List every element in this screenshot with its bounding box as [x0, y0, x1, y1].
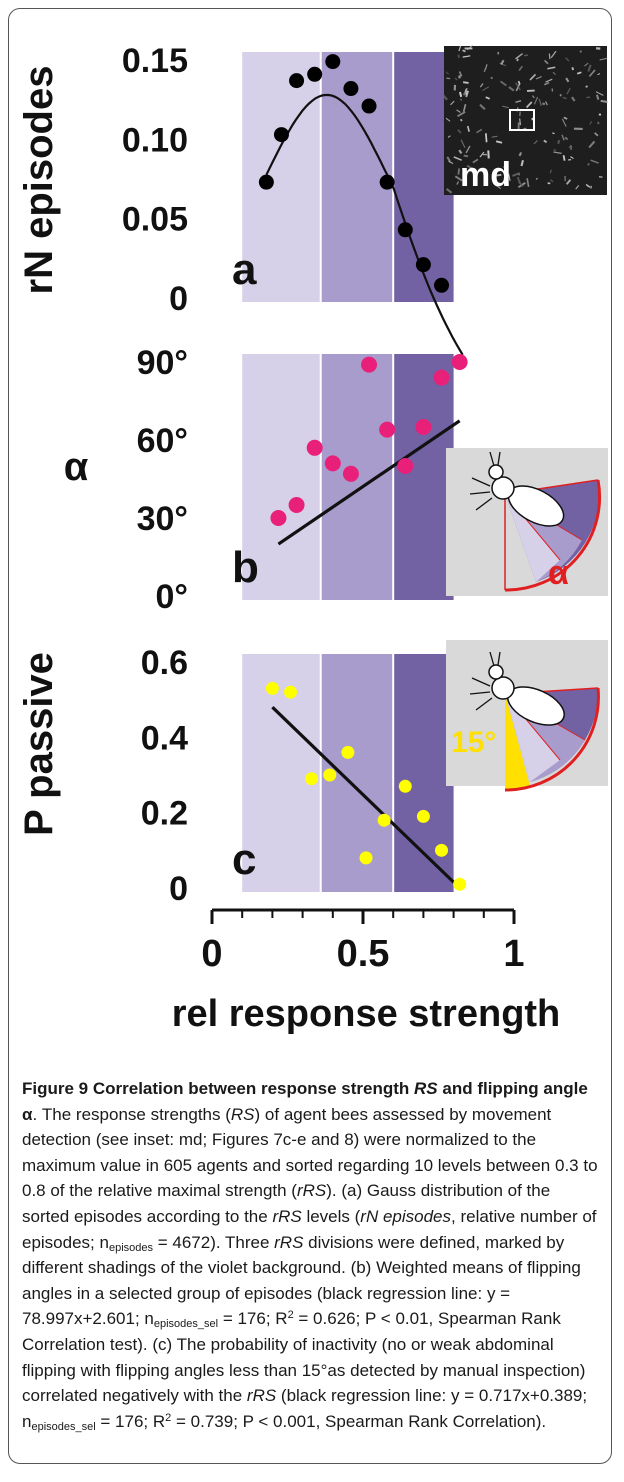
- y-tick-label: 0°: [155, 578, 188, 616]
- data-point: [306, 439, 323, 456]
- inset-angle-label: 15°: [451, 726, 496, 759]
- md-roi-box: [509, 109, 535, 131]
- regression-line: [277, 419, 461, 546]
- inset-bee-15: 15°: [446, 640, 608, 792]
- data-point: [397, 222, 413, 238]
- data-point: [270, 510, 287, 526]
- y-tick-label: 30°: [137, 500, 188, 538]
- fit-curve: [265, 93, 464, 356]
- y-axis-label: rN episodes: [17, 66, 61, 295]
- y-axis-label: α: [64, 445, 89, 489]
- band-1: [242, 654, 321, 892]
- panel-a: 0 0.05 0.10 0.15 rN episodes a: [17, 42, 464, 356]
- data-point: [288, 497, 305, 513]
- y-tick-label: 0.05: [122, 201, 188, 239]
- inset-bee-alpha: α: [446, 448, 608, 596]
- x-axis-label: rel response strength: [172, 993, 561, 1035]
- data-point: [341, 745, 355, 759]
- data-point: [305, 772, 319, 786]
- x-tick-label: 1: [503, 933, 524, 975]
- data-point: [415, 257, 431, 273]
- caption-label: Figure 9: [22, 1079, 89, 1098]
- caption-title-rs: RS: [414, 1079, 438, 1098]
- data-point: [359, 851, 373, 865]
- inset-alpha-label: α: [548, 554, 569, 592]
- y-tick-label: 0.10: [122, 121, 188, 159]
- y-tick-label: 0: [169, 870, 188, 908]
- data-point: [451, 354, 468, 370]
- data-point: [284, 685, 298, 699]
- band-3: [393, 654, 454, 892]
- alpha-sector-light: [505, 494, 560, 582]
- data-point: [361, 98, 377, 114]
- x-axis: 0 0.5 1 rel response strength: [172, 908, 561, 1035]
- data-point: [325, 54, 341, 70]
- regression-line: [271, 706, 461, 890]
- inset-md-label: md: [460, 156, 511, 194]
- data-point: [265, 681, 279, 695]
- y-tick-label: 90°: [137, 344, 188, 382]
- data-point: [398, 779, 412, 793]
- data-point: [435, 843, 449, 857]
- data-point: [453, 877, 467, 891]
- alpha-arc: [504, 479, 602, 592]
- x-tick-label: 0: [201, 933, 222, 975]
- y-tick-label: 60°: [137, 422, 188, 460]
- bee-head: [488, 464, 504, 480]
- y-tick-label: 0.4: [141, 719, 188, 757]
- data-point: [415, 419, 432, 435]
- y-tick-label: 0: [169, 280, 188, 318]
- x-tick-label: 0.5: [337, 933, 390, 975]
- data-point: [343, 81, 359, 97]
- data-point: [379, 421, 396, 438]
- data-point: [324, 455, 341, 472]
- caption-title-2: and flipping angle α: [22, 1079, 588, 1124]
- data-point: [397, 458, 414, 474]
- data-point: [258, 174, 274, 190]
- panel-b: 0° 30° 60° 90° α b: [64, 344, 468, 616]
- bee-thorax: [491, 476, 515, 500]
- band-1: [242, 354, 321, 600]
- data-point: [433, 369, 450, 386]
- panel-letter: a: [232, 245, 257, 294]
- data-point: [342, 465, 359, 482]
- band-3: [393, 354, 454, 600]
- panel-letter: b: [232, 543, 259, 592]
- panel-c: 0 0.2 0.4 0.6 P passive c: [17, 644, 467, 908]
- data-point: [379, 174, 395, 190]
- band-2: [320, 52, 394, 302]
- data-point: [377, 813, 391, 827]
- md-speckle: [442, 44, 608, 194]
- panel-letter: c: [232, 835, 256, 884]
- y-tick-label: 0.15: [122, 42, 188, 80]
- figure-caption: Figure 9 Correlation between response st…: [22, 1079, 598, 1433]
- y-tick-label: 0.2: [141, 795, 188, 833]
- data-point: [323, 768, 337, 782]
- band-1: [242, 52, 321, 302]
- data-point: [434, 277, 450, 293]
- y-axis-label: P passive: [17, 652, 61, 836]
- data-point: [289, 73, 305, 89]
- data-point: [361, 356, 378, 373]
- yellow-15-sector: [505, 694, 530, 790]
- inset-md: md: [442, 44, 608, 195]
- data-point: [416, 809, 430, 823]
- data-point: [307, 66, 323, 82]
- y-tick-label: 0.6: [141, 644, 188, 682]
- data-point: [273, 127, 289, 143]
- caption-title-1: Correlation between response strength: [88, 1079, 415, 1098]
